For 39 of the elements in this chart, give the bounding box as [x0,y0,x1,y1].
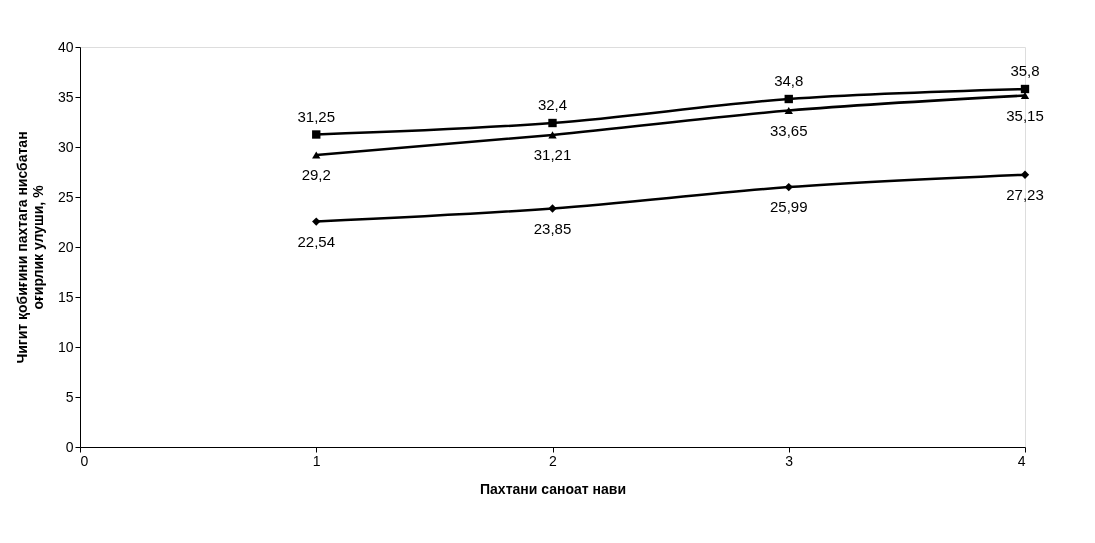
data-label: 33,65 [769,121,808,139]
y-tick-label: 35 [57,88,74,105]
y-tick-label: 20 [57,238,74,255]
point [548,204,557,213]
point [1020,170,1030,179]
data-label: 25,99 [769,198,808,216]
data-label: 22,54 [297,232,336,250]
point [312,151,321,159]
data-label: 31,21 [533,145,572,163]
data-label: 32,4 [537,96,568,113]
y-tick-label: 5 [65,388,74,405]
data-label: 31,25 [297,107,336,125]
data-label: 23,85 [533,219,572,237]
point [548,131,557,139]
y-axis-title: Чигит қобиғини пахтага нисбатан оғирлик улуши, % [13,131,46,364]
point [784,94,793,104]
point [548,118,557,128]
y-tick-label: 40 [57,38,74,55]
y-tick-label: 15 [57,288,74,305]
point [312,217,321,226]
data-label: 34,8 [774,72,804,89]
x-tick-label: 3 [785,452,794,469]
data-label: 27,23 [1006,185,1044,203]
y-tick-label: 10 [57,338,74,355]
x-tick-label: 0 [80,452,89,469]
x-tick-label: 2 [549,452,558,469]
point [312,130,321,139]
point [1020,84,1030,94]
x-axis-title: Пахтани саноат нави [480,480,626,497]
data-label: 35,15 [1006,106,1044,124]
y-tick-label: 25 [57,188,74,205]
x-tick-label: 1 [312,452,321,469]
y-tick-label: 0 [65,438,74,455]
data-label: 35,8 [1010,62,1040,79]
point [784,106,793,115]
point [784,182,793,192]
data-label: 29,2 [301,166,331,183]
y-tick-label: 30 [57,138,74,155]
x-tick-label: 4 [1017,452,1026,469]
